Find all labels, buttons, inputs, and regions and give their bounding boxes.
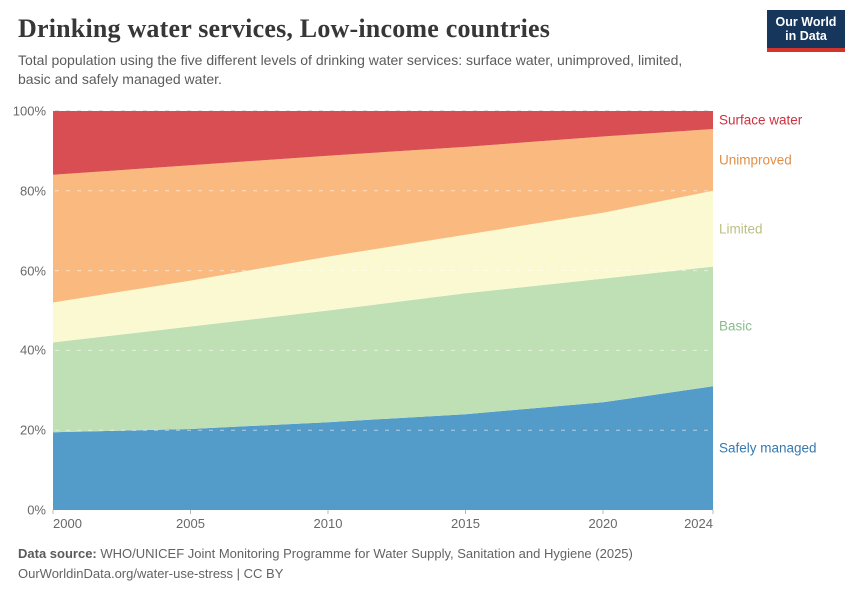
area-limited[interactable]	[53, 190, 713, 343]
x-axis-label-2015: 2015	[451, 516, 480, 531]
legend-item-unimproved[interactable]: Unimproved	[719, 152, 792, 168]
y-axis-label-60: 60%	[19, 263, 46, 279]
legend-item-safely-managed[interactable]: Safely managed	[719, 440, 817, 456]
area-surface-water[interactable]	[53, 111, 713, 175]
owid-logo[interactable]: Our World in Data	[767, 10, 845, 52]
x-axis-label-2000: 2000	[53, 516, 82, 531]
chart-footer: Data source: WHO/UNICEF Joint Monitoring…	[18, 544, 633, 584]
legend-item-surface-water[interactable]: Surface water	[719, 112, 803, 128]
attribution-link[interactable]: OurWorldinData.org/water-use-stress | CC…	[18, 566, 284, 581]
y-axis-label-20: 20%	[19, 422, 46, 438]
x-axis-label-2005: 2005	[176, 516, 205, 531]
data-source-text: WHO/UNICEF Joint Monitoring Programme fo…	[96, 546, 633, 561]
area-unimproved[interactable]	[53, 129, 713, 303]
data-source-label: Data source:	[18, 546, 97, 561]
y-axis-label-0: 0%	[27, 502, 46, 518]
page-title: Drinking water services, Low-income coun…	[18, 14, 551, 43]
area-safely-managed[interactable]	[53, 386, 713, 510]
x-axis-label-2010: 2010	[313, 516, 343, 531]
y-axis-label-40: 40%	[19, 342, 46, 358]
x-axis-label-2020: 2020	[588, 516, 618, 531]
owid-logo-line1: Our World	[775, 15, 837, 29]
area-basic[interactable]	[53, 266, 713, 433]
y-axis-label-80: 80%	[19, 183, 46, 199]
y-axis-label-100: 100%	[12, 103, 46, 119]
owid-logo-line2: in Data	[785, 29, 827, 43]
data-source-line: Data source: WHO/UNICEF Joint Monitoring…	[18, 544, 633, 564]
chart-subtitle: Total population using the five differen…	[18, 52, 683, 87]
legend-item-limited[interactable]: Limited	[719, 221, 763, 237]
legend-item-basic[interactable]: Basic	[719, 318, 753, 334]
x-axis-label-2024: 2024	[684, 516, 713, 531]
